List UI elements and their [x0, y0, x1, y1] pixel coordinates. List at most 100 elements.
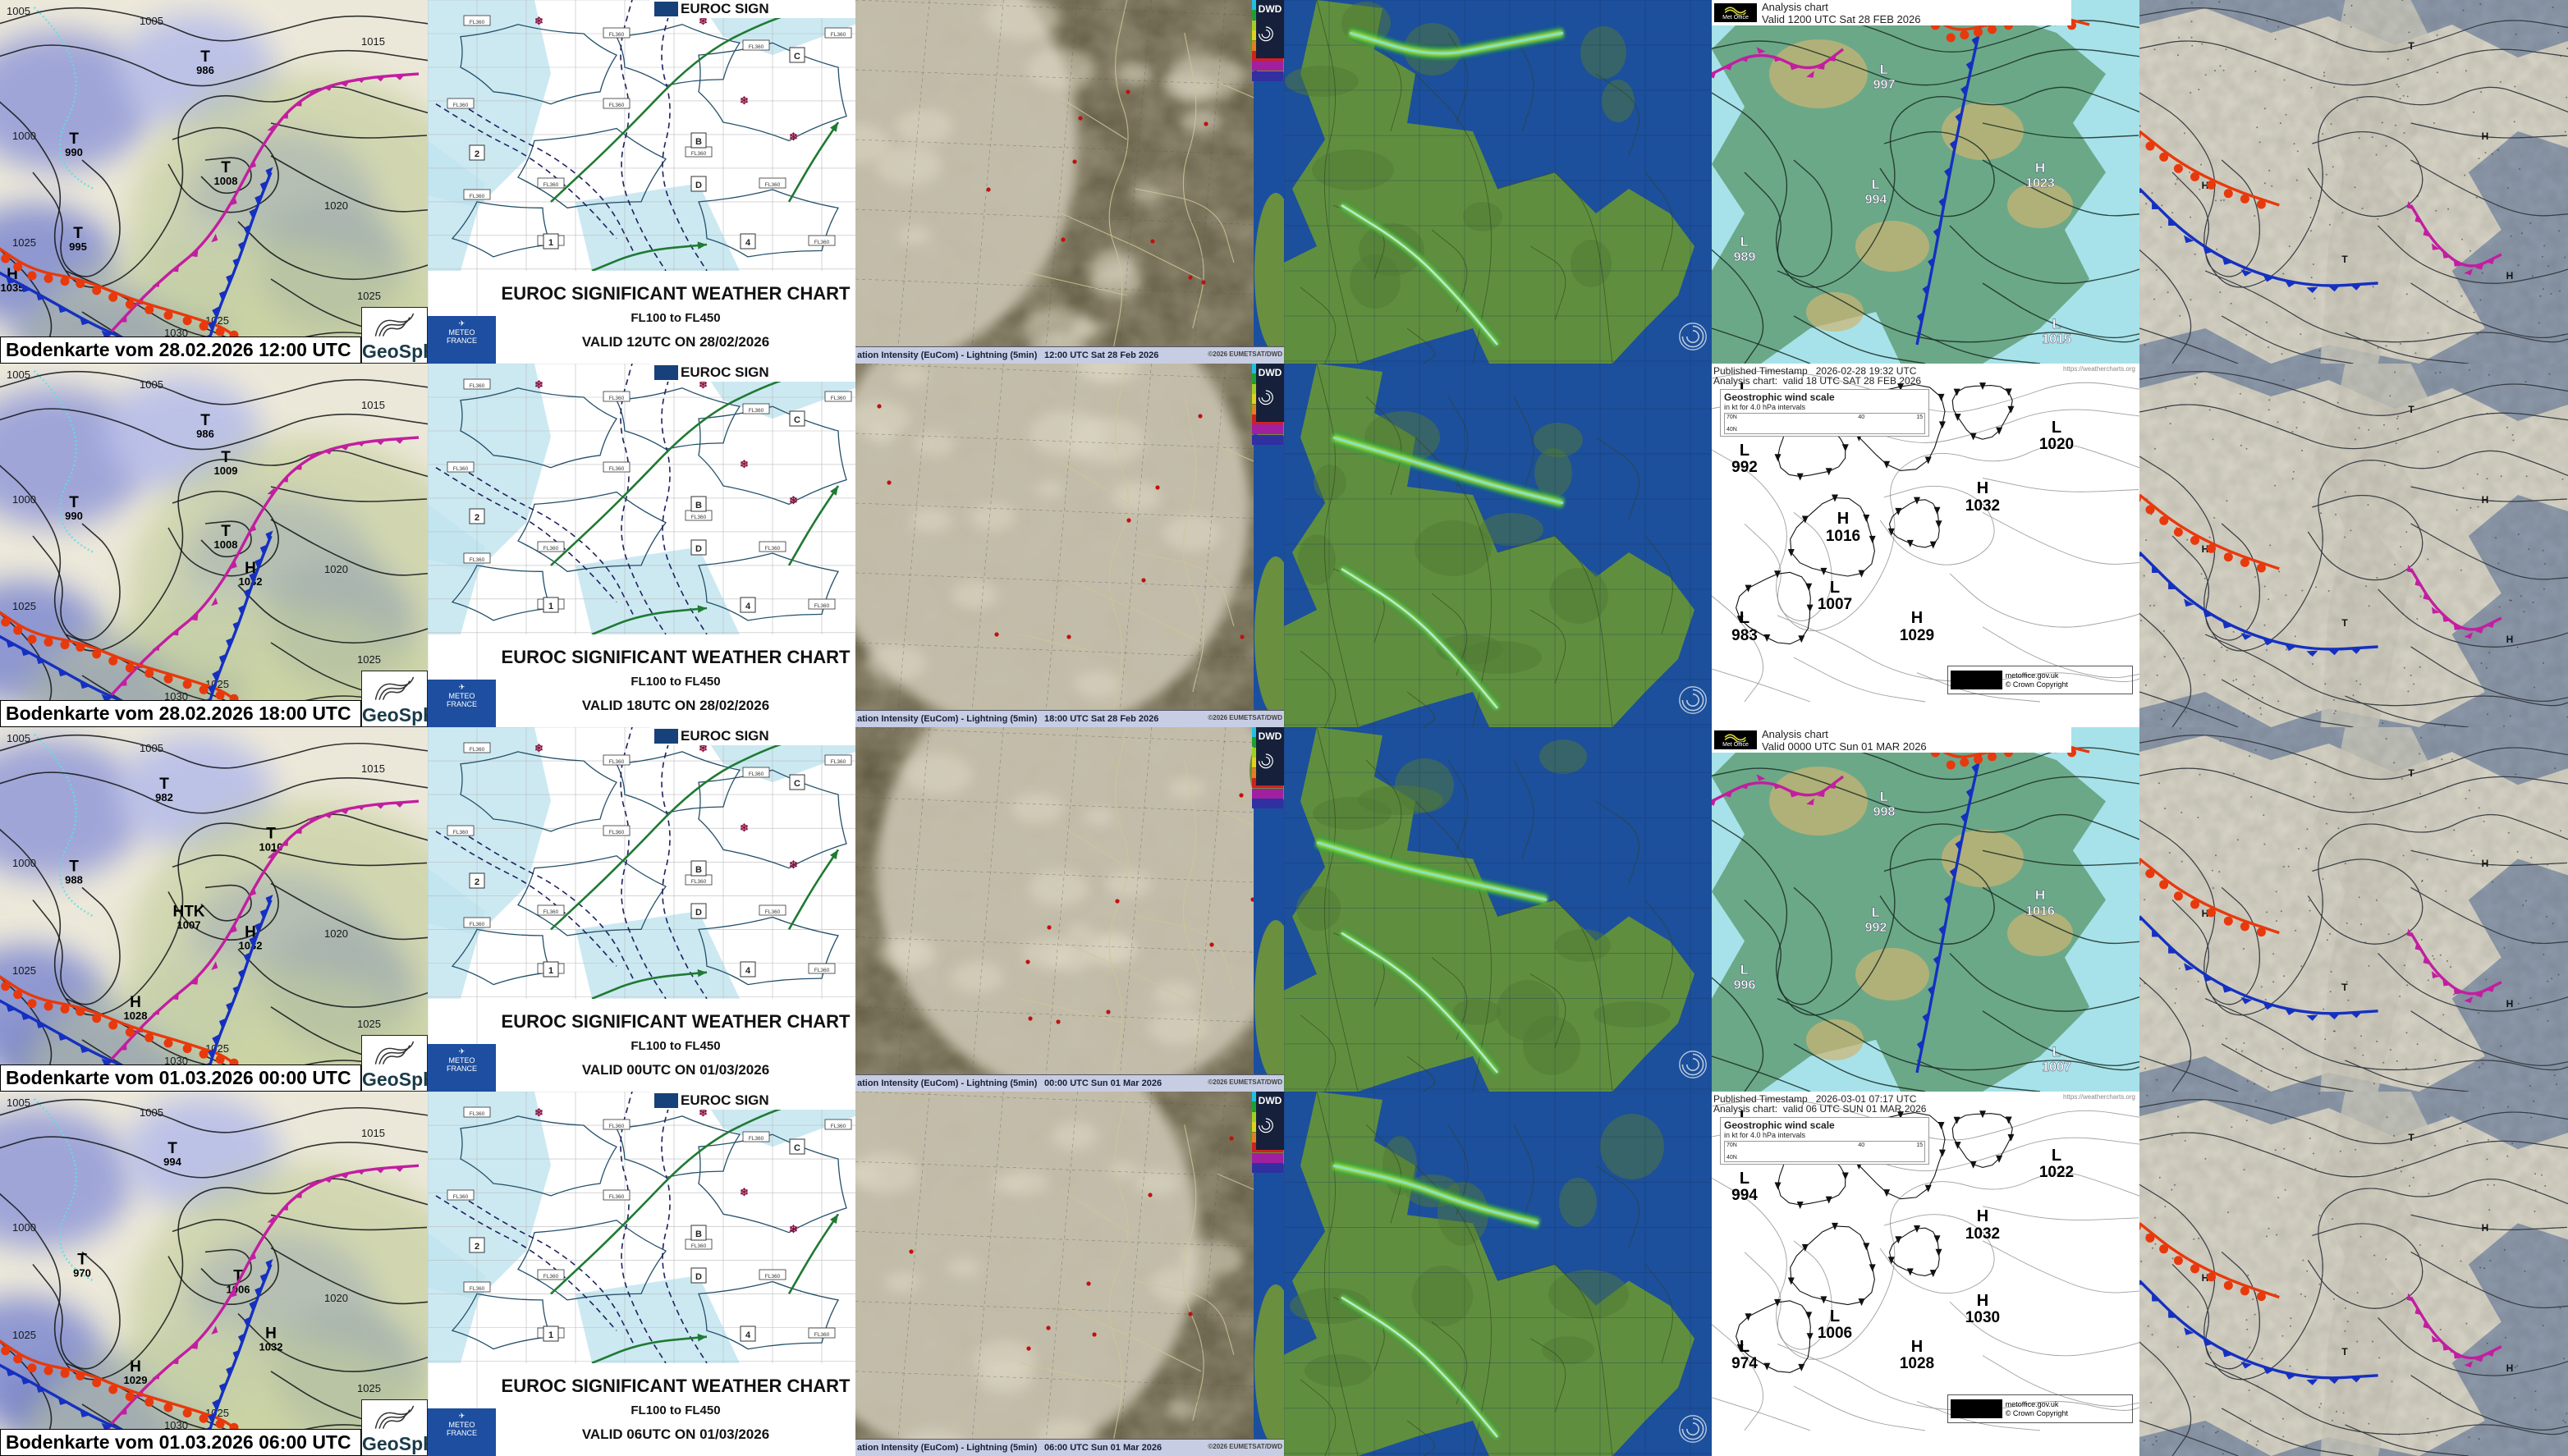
svg-text:FL360: FL360	[470, 922, 485, 927]
svg-text:FL360: FL360	[831, 32, 846, 38]
svg-text:1: 1	[548, 602, 553, 611]
svg-text:1015: 1015	[361, 399, 385, 411]
svg-text:1020: 1020	[324, 199, 348, 212]
svg-text:FL360: FL360	[453, 1194, 469, 1200]
svg-text:998: 998	[1873, 805, 1896, 819]
svg-text:1005: 1005	[7, 1097, 30, 1109]
svg-text:T: T	[69, 494, 79, 511]
svg-text:FL360: FL360	[814, 240, 830, 245]
svg-text:L: L	[1740, 962, 1749, 978]
svg-text:H: H	[2482, 1222, 2489, 1234]
svg-text:T: T	[69, 130, 79, 148]
svg-text:FL360: FL360	[814, 1332, 830, 1338]
svg-text:T: T	[200, 412, 210, 429]
svg-text:1016: 1016	[1826, 528, 1860, 545]
svg-text:982: 982	[155, 791, 173, 804]
svg-text:❄: ❄	[740, 94, 749, 107]
svg-text:T: T	[221, 523, 231, 540]
svg-text:1020: 1020	[324, 1292, 348, 1304]
svg-text:1025: 1025	[12, 236, 36, 249]
svg-text:❄: ❄	[789, 494, 798, 506]
svg-text:H: H	[2482, 130, 2489, 142]
svg-text:D: D	[695, 1272, 702, 1282]
svg-text:995: 995	[69, 240, 87, 253]
svg-text:D: D	[695, 544, 702, 554]
svg-text:1000: 1000	[12, 130, 36, 142]
svg-text:H: H	[2482, 494, 2489, 506]
svg-text:1028: 1028	[124, 1010, 148, 1022]
svg-text:❄: ❄	[534, 742, 543, 754]
svg-text:T: T	[167, 1140, 177, 1157]
svg-text:L: L	[1740, 442, 1749, 460]
svg-text:1: 1	[548, 238, 553, 248]
svg-text:C: C	[794, 1143, 800, 1153]
svg-text:1005: 1005	[140, 15, 163, 27]
svg-text:1029: 1029	[1900, 627, 1934, 644]
svg-text:1020: 1020	[324, 927, 348, 940]
svg-text:1005: 1005	[7, 732, 30, 744]
svg-text:FL360: FL360	[453, 830, 469, 836]
svg-text:990: 990	[65, 510, 83, 522]
svg-text:1015: 1015	[2042, 332, 2071, 346]
svg-text:1025: 1025	[357, 1018, 381, 1030]
svg-text:989: 989	[1734, 250, 1756, 264]
svg-text:❄: ❄	[789, 858, 798, 871]
svg-text:❄: ❄	[534, 378, 543, 391]
svg-text:L: L	[1740, 609, 1749, 627]
svg-text:L: L	[2052, 419, 2061, 437]
svg-text:FL360: FL360	[749, 771, 764, 777]
svg-text:❄: ❄	[534, 15, 543, 27]
svg-text:1005: 1005	[140, 378, 163, 391]
svg-text:H: H	[1977, 1207, 1988, 1225]
svg-text:C: C	[794, 779, 800, 789]
svg-text:1029: 1029	[124, 1374, 148, 1386]
svg-text:T: T	[266, 825, 276, 842]
svg-text:L: L	[1880, 62, 1888, 77]
svg-text:L: L	[1880, 789, 1888, 804]
svg-text:FL360: FL360	[543, 546, 559, 552]
svg-text:992: 992	[1731, 459, 1758, 476]
svg-text:4: 4	[745, 966, 751, 976]
svg-text:1028: 1028	[1900, 1355, 1934, 1372]
svg-text:T: T	[2408, 1132, 2414, 1143]
svg-text:C: C	[794, 415, 800, 425]
svg-text:H: H	[2506, 270, 2514, 282]
svg-text:1030: 1030	[1965, 1309, 2000, 1326]
svg-text:FL360: FL360	[765, 182, 781, 188]
svg-text:B: B	[695, 865, 702, 875]
svg-text:992: 992	[1865, 921, 1887, 935]
svg-text:FL360: FL360	[470, 1286, 485, 1292]
svg-text:1020: 1020	[2039, 436, 2074, 453]
svg-text:B: B	[695, 501, 702, 511]
svg-text:❄: ❄	[740, 822, 749, 834]
svg-text:FL360: FL360	[609, 1194, 625, 1200]
svg-text:T: T	[2341, 617, 2348, 629]
svg-text:H: H	[1837, 510, 1849, 528]
svg-text:FL360: FL360	[831, 396, 846, 401]
svg-text:H: H	[265, 1326, 277, 1343]
svg-text:L: L	[2052, 1147, 2061, 1165]
svg-text:FL360: FL360	[470, 20, 485, 25]
svg-text:H: H	[1911, 1338, 1923, 1356]
svg-text:L: L	[1830, 1307, 1840, 1326]
svg-text:1006: 1006	[1818, 1325, 1852, 1342]
svg-text:T: T	[2341, 254, 2348, 265]
svg-text:FL360: FL360	[609, 759, 625, 765]
svg-text:FL360: FL360	[765, 546, 781, 552]
svg-text:FL360: FL360	[609, 396, 625, 401]
svg-text:FL360: FL360	[691, 151, 707, 157]
svg-text:1020: 1020	[324, 563, 348, 575]
svg-text:T: T	[2341, 982, 2348, 993]
svg-text:1022: 1022	[2039, 1164, 2074, 1181]
svg-text:FL360: FL360	[470, 557, 485, 563]
svg-text:❄: ❄	[789, 1223, 798, 1235]
svg-text:2: 2	[475, 513, 479, 523]
svg-text:1016: 1016	[2025, 904, 2055, 918]
svg-text:❄: ❄	[740, 1186, 749, 1198]
svg-text:FL360: FL360	[453, 466, 469, 472]
svg-text:FL360: FL360	[609, 103, 625, 108]
svg-text:FL360: FL360	[765, 909, 781, 915]
svg-text:986: 986	[196, 428, 214, 440]
svg-text:1: 1	[548, 966, 553, 976]
svg-text:FL360: FL360	[543, 1274, 559, 1280]
